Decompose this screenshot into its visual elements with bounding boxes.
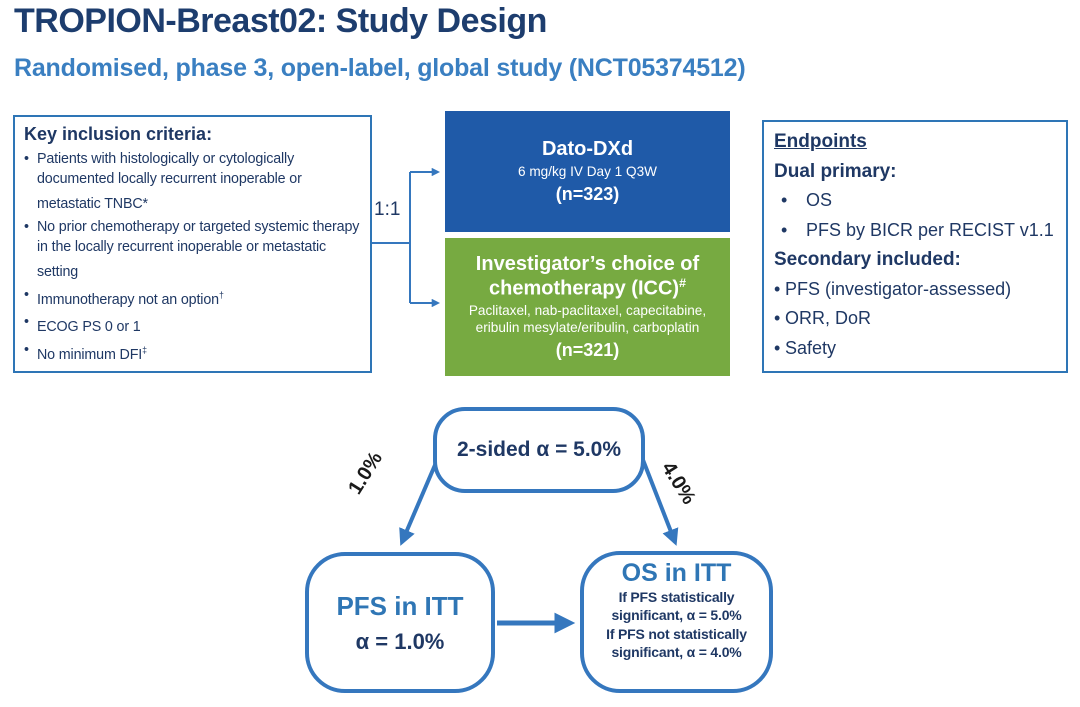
inclusion-item: • Immunotherapy not an option† xyxy=(24,285,363,310)
bullet-icon: • xyxy=(24,314,29,331)
arm-icc: Investigator’s choice of chemotherapy (I… xyxy=(445,238,730,376)
os-node-title: OS in ITT xyxy=(621,559,732,587)
endpoint-item: • Safety xyxy=(774,334,1062,364)
endpoint-item-text: OS xyxy=(806,190,833,210)
endpoint-item-text: ORR, DoR xyxy=(785,308,872,328)
arm-icc-title-text: Investigator’s choice of chemotherapy (I… xyxy=(475,252,700,300)
endpoint-item-text: Safety xyxy=(785,337,837,358)
endpoint-item: • ORR, DoR xyxy=(774,304,1062,334)
bullet-icon: • xyxy=(24,151,29,167)
inclusion-item-text: Immunotherapy not an option xyxy=(37,291,219,308)
arm-icc-title: Investigator’s choice of chemotherapy (I… xyxy=(447,253,728,301)
inclusion-item: • Patients with histologically or cytolo… xyxy=(24,149,363,214)
endpoint-item: • OS xyxy=(774,186,1062,216)
alpha-split-left-label: 1.0% xyxy=(344,448,387,499)
pfs-node: PFS in ITT α = 1.0% xyxy=(305,552,495,693)
bullet-icon: • xyxy=(24,342,29,359)
os-node-condition-2: If PFS not statistically significant, α … xyxy=(606,625,747,661)
inclusion-item: • ECOG PS 0 or 1 xyxy=(24,312,363,337)
os-node: OS in ITT If PFS statistically significa… xyxy=(580,551,773,693)
inclusion-item: • No prior chemotherapy or targeted syst… xyxy=(24,217,363,282)
page-subtitle: Randomised, phase 3, open-label, global … xyxy=(14,54,746,82)
pfs-node-alpha: α = 1.0% xyxy=(355,628,445,654)
alpha-split-right-label: 4.0% xyxy=(657,458,700,509)
bullet-icon: • xyxy=(774,337,781,358)
inclusion-item: • No minimum DFI‡ xyxy=(24,340,363,365)
inclusion-item-text: No prior chemotherapy or targeted system… xyxy=(37,218,360,280)
endpoint-item: • PFS (investigator-assessed) xyxy=(774,275,1062,305)
dual-primary-label: Dual primary: xyxy=(774,160,897,182)
endpoint-item-text: PFS (investigator-assessed) xyxy=(785,278,1012,299)
secondary-label: Secondary included: xyxy=(774,249,961,270)
alpha-total-text: 2-sided α = 5.0% xyxy=(456,438,622,461)
inclusion-heading: Key inclusion criteria: xyxy=(24,124,213,144)
arm-dato-dose: 6 mg/kg IV Day 1 Q3W xyxy=(517,164,657,179)
endpoint-item-text: PFS by BICR per RECIST v1.1 xyxy=(806,219,1054,240)
footnote-marker: # xyxy=(679,275,686,290)
randomisation-ratio: 1:1 xyxy=(374,199,401,220)
inclusion-item-text: No minimum DFI xyxy=(37,346,143,363)
arm-icc-n: (n=321) xyxy=(555,340,620,361)
inclusion-criteria-box: Key inclusion criteria: • Patients with … xyxy=(13,115,372,373)
inclusion-item-text: ECOG PS 0 or 1 xyxy=(37,319,141,336)
page-title: TROPION-Breast02: Study Design xyxy=(14,2,547,40)
arm-dato-n: (n=323) xyxy=(555,183,620,204)
inclusion-item-text: Patients with histologically or cytologi… xyxy=(37,151,302,212)
endpoint-item: • PFS by BICR per RECIST v1.1 xyxy=(774,216,1062,246)
bullet-icon: • xyxy=(781,190,788,210)
bullet-icon: • xyxy=(24,286,29,303)
footnote-marker: ‡ xyxy=(142,345,147,356)
bullet-icon: • xyxy=(774,278,781,299)
bullet-icon: • xyxy=(774,308,781,328)
pfs-node-title: PFS in ITT xyxy=(336,590,464,621)
footnote-marker: † xyxy=(218,289,224,300)
arm-icc-drugs: Paclitaxel, nab-paclitaxel, capecitabine… xyxy=(468,303,707,336)
randomisation-branch-line xyxy=(372,172,411,303)
arm-dato-dxd: Dato-DXd 6 mg/kg IV Day 1 Q3W (n=323) xyxy=(445,111,730,232)
os-node-condition-1: If PFS statistically significant, α = 5.… xyxy=(611,589,742,624)
alpha-total-node: 2-sided α = 5.0% xyxy=(433,407,645,493)
arm-dato-title: Dato-DXd xyxy=(541,138,634,160)
bullet-icon: • xyxy=(781,219,788,240)
bullet-icon: • xyxy=(24,218,29,235)
endpoints-box: Endpoints Dual primary: • OS • PFS by BI… xyxy=(762,120,1068,373)
endpoints-heading: Endpoints xyxy=(774,131,867,152)
